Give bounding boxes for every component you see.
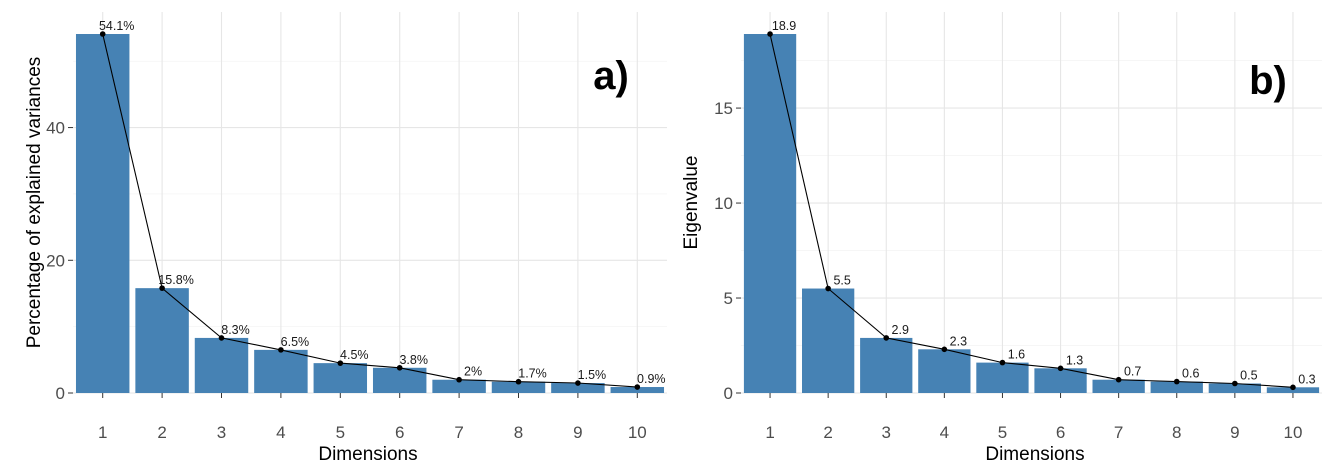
data-label: 5.5: [833, 274, 850, 288]
x-tick-label: 4: [276, 423, 285, 442]
bar-dimension-1: [743, 34, 797, 393]
bar-dimension-3: [194, 337, 249, 393]
bar-dimension-8: [1150, 381, 1203, 393]
point-dimension-9: [575, 380, 581, 386]
point-dimension-2: [159, 285, 165, 291]
bar-dimension-3: [860, 337, 913, 393]
bar-dimension-7: [1092, 379, 1145, 393]
data-label: 0.9%: [637, 372, 666, 386]
bar-dimension-10: [1266, 387, 1320, 393]
x-tick-label: 10: [1283, 423, 1302, 442]
point-dimension-10: [634, 384, 641, 390]
data-label: 0.5: [1240, 369, 1257, 383]
scree-panel-eigenvalue: 18.9 5.5 2.9 2.3 1.6 1.3 0.7 0.6 0.5 0.3 0 5 10 15 1 2 3…: [681, 12, 1322, 463]
y-axis-title: Percentage of explained variances: [24, 57, 45, 349]
x-tick-label: 3: [882, 423, 891, 442]
x-tick-label: 1: [98, 423, 107, 442]
bar-dimension-5: [313, 363, 368, 393]
point-dimension-3: [218, 335, 225, 341]
point-dimension-7: [1115, 376, 1122, 383]
bar-dimension-6: [372, 367, 427, 393]
x-tick-label: 5: [998, 423, 1007, 442]
scree-line: [102, 33, 638, 388]
point-dimension-1: [99, 31, 106, 37]
point-dimension-4: [278, 347, 284, 353]
y-tick-label: 0: [724, 384, 733, 403]
data-label: 1.6: [1008, 348, 1025, 362]
data-label: 0.7: [1124, 365, 1141, 379]
x-tick-label: 8: [514, 423, 523, 442]
bar-dimension-5: [976, 362, 1029, 393]
point-dimension-8: [515, 378, 522, 385]
bar-dimension-7: [432, 379, 486, 393]
scree-line: [769, 33, 1294, 388]
data-label: 54.1%: [99, 19, 134, 33]
x-tick-label: 6: [1056, 423, 1065, 442]
x-axis-title: Dimensions: [318, 444, 417, 463]
data-label: 2%: [464, 365, 482, 379]
x-tick-label: 2: [823, 423, 832, 442]
point-dimension-5: [999, 359, 1006, 366]
bar-dimension-6: [1034, 368, 1087, 393]
point-dimension-7: [456, 376, 462, 383]
panel-tag: b): [1249, 59, 1287, 103]
data-label: 2.3: [950, 334, 967, 348]
x-tick-label: 9: [1230, 423, 1239, 442]
data-label: 15.8%: [158, 273, 193, 287]
y-tick-label: 5: [724, 289, 733, 308]
point-dimension-9: [1232, 380, 1238, 387]
bar-dimension-1: [75, 34, 130, 393]
x-tick-label: 8: [1172, 423, 1181, 442]
point-dimension-4: [941, 346, 948, 353]
data-label: 0.6: [1182, 367, 1199, 381]
point-dimension-1: [767, 31, 773, 37]
x-tick-label: 6: [395, 423, 404, 442]
data-label: 1.7%: [518, 367, 547, 381]
data-label: 1.5%: [578, 368, 607, 382]
point-dimension-6: [1057, 365, 1064, 372]
data-label: 3.8%: [399, 353, 428, 367]
scree-panel-explained-variance: 54.1% 15.8% 8.3% 6.5% 4.5% 3.8% 2% 1.7% 1.5% 0.9%…: [24, 12, 667, 463]
data-label: 2.9: [892, 323, 909, 337]
data-label: 18.9: [772, 19, 796, 33]
data-label: 4.5%: [340, 348, 369, 362]
bar-dimension-8: [491, 381, 546, 393]
data-label: 8.3%: [221, 323, 250, 337]
bar-dimension-2: [802, 288, 855, 393]
y-tick-label: 15: [714, 99, 733, 118]
bar-dimension-2: [135, 288, 189, 393]
point-dimension-10: [1290, 384, 1296, 391]
x-tick-label: 5: [336, 423, 345, 442]
x-axis-title: Dimensions: [985, 444, 1084, 463]
x-tick-label: 2: [157, 423, 166, 442]
bar-dimension-10: [610, 387, 665, 393]
x-tick-label: 1: [765, 423, 774, 442]
y-tick-label: 40: [46, 119, 65, 138]
y-tick-label: 10: [714, 194, 733, 213]
point-dimension-6: [396, 364, 403, 371]
y-tick-label: 0: [56, 384, 65, 403]
x-tick-label: 3: [217, 423, 226, 442]
x-tick-label: 9: [573, 423, 582, 442]
data-label: 6.5%: [281, 335, 310, 349]
point-dimension-2: [825, 285, 831, 292]
bar-dimension-9: [551, 383, 605, 393]
bar-dimension-9: [1208, 383, 1261, 393]
y-axis-title: Eigenvalue: [681, 155, 702, 249]
bar-dimension-4: [254, 349, 308, 393]
x-tick-label: 4: [940, 423, 949, 442]
x-tick-label: 10: [628, 423, 647, 442]
data-label: 1.3: [1066, 353, 1083, 367]
y-tick-label: 20: [46, 251, 65, 270]
x-tick-label: 7: [1114, 423, 1123, 442]
point-dimension-8: [1173, 378, 1180, 385]
point-dimension-5: [337, 360, 344, 366]
x-tick-label: 7: [454, 423, 463, 442]
panel-tag: a): [593, 54, 629, 98]
bar-dimension-4: [918, 349, 971, 393]
data-label: 0.3: [1298, 372, 1315, 386]
point-dimension-3: [883, 335, 890, 341]
